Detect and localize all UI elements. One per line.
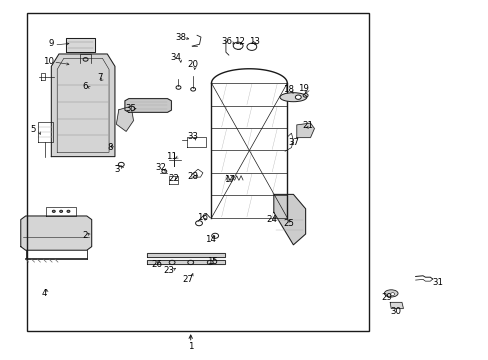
Text: 38: 38 bbox=[175, 33, 186, 42]
Text: 24: 24 bbox=[265, 215, 276, 224]
Polygon shape bbox=[389, 302, 403, 309]
Polygon shape bbox=[125, 99, 171, 112]
Polygon shape bbox=[116, 106, 133, 131]
Text: 20: 20 bbox=[187, 60, 198, 69]
Circle shape bbox=[67, 210, 70, 212]
Text: 17: 17 bbox=[224, 175, 235, 184]
Text: 6: 6 bbox=[82, 82, 88, 91]
Text: 28: 28 bbox=[187, 172, 198, 181]
Circle shape bbox=[52, 210, 55, 212]
Circle shape bbox=[295, 95, 301, 99]
Text: 19: 19 bbox=[297, 84, 308, 93]
Text: 35: 35 bbox=[125, 104, 136, 112]
Text: 5: 5 bbox=[30, 125, 36, 134]
Text: 8: 8 bbox=[107, 143, 113, 152]
Text: 29: 29 bbox=[380, 292, 391, 302]
Text: 16: 16 bbox=[197, 213, 208, 222]
Polygon shape bbox=[51, 54, 115, 157]
Polygon shape bbox=[146, 260, 224, 264]
Text: 1: 1 bbox=[187, 342, 193, 351]
Circle shape bbox=[390, 293, 394, 296]
Text: 36: 36 bbox=[222, 37, 232, 46]
Text: 26: 26 bbox=[151, 260, 162, 269]
Text: 23: 23 bbox=[163, 266, 174, 275]
Text: 9: 9 bbox=[49, 39, 54, 48]
Text: 12: 12 bbox=[234, 37, 244, 46]
Ellipse shape bbox=[279, 93, 306, 102]
Text: 31: 31 bbox=[431, 278, 442, 287]
Text: 13: 13 bbox=[248, 37, 259, 46]
Text: 15: 15 bbox=[207, 256, 218, 265]
Text: 7: 7 bbox=[97, 73, 103, 82]
Bar bbox=[27, 13, 368, 331]
Polygon shape bbox=[273, 194, 305, 245]
Text: 18: 18 bbox=[283, 85, 293, 94]
Polygon shape bbox=[66, 38, 95, 52]
Text: 32: 32 bbox=[156, 163, 166, 172]
Text: 21: 21 bbox=[302, 122, 313, 130]
Text: 22: 22 bbox=[168, 174, 179, 183]
Text: 10: 10 bbox=[43, 57, 54, 66]
Text: 11: 11 bbox=[165, 152, 176, 161]
Text: 14: 14 bbox=[204, 235, 215, 244]
Circle shape bbox=[60, 210, 62, 212]
Text: 34: 34 bbox=[170, 53, 181, 62]
Text: 33: 33 bbox=[187, 132, 198, 141]
Ellipse shape bbox=[384, 290, 397, 297]
Text: 37: 37 bbox=[287, 138, 298, 147]
Text: 25: 25 bbox=[283, 219, 293, 228]
Text: 30: 30 bbox=[390, 307, 401, 316]
Text: 27: 27 bbox=[183, 274, 193, 284]
Text: 4: 4 bbox=[41, 289, 47, 298]
Polygon shape bbox=[296, 123, 314, 138]
Text: 2: 2 bbox=[82, 231, 88, 240]
Polygon shape bbox=[146, 253, 224, 257]
Polygon shape bbox=[21, 216, 92, 250]
Text: 3: 3 bbox=[114, 165, 120, 174]
